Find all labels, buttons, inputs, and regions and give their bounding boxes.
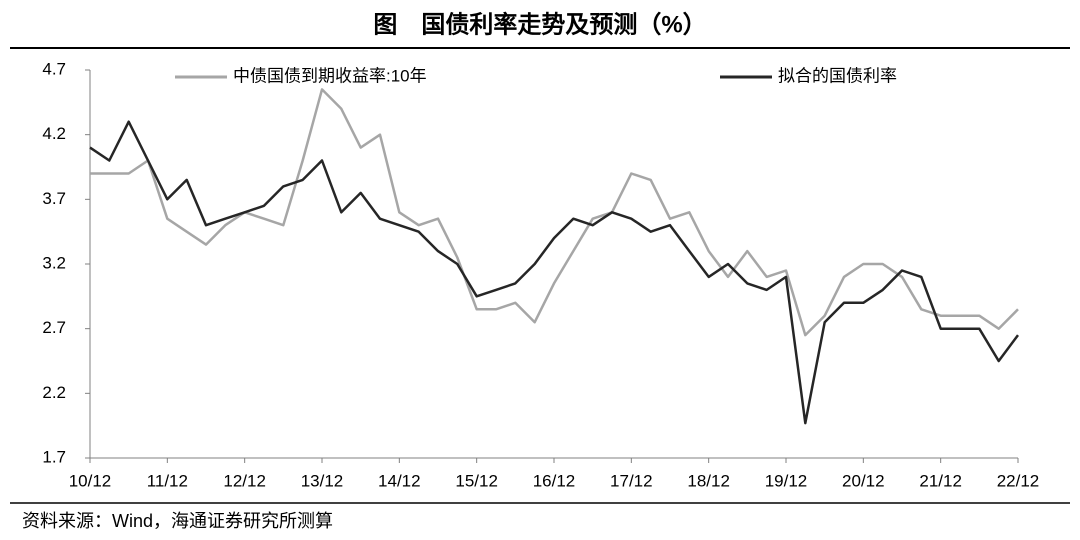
x-tick-label: 16/12 [533,471,576,490]
x-tick-label: 18/12 [687,471,730,490]
series-line [90,88,1019,337]
y-tick-label: 4.2 [42,124,66,143]
x-tick-label: 11/12 [147,471,188,490]
x-tick-label: 13/12 [301,471,344,490]
legend-label: 中债国债到期收益率:10年 [233,66,427,85]
y-tick-label: 2.7 [42,318,66,337]
x-tick-label: 22/12 [997,471,1040,490]
source-note: 资料来源：Wind，海通证券研究所测算 [22,511,333,531]
x-tick-label: 20/12 [842,471,885,490]
x-tick-label: 21/12 [919,471,962,490]
series-line [89,120,1020,425]
y-tick-label: 3.7 [42,189,66,208]
y-tick-label: 4.7 [42,59,66,78]
x-tick-label: 12/12 [223,471,266,490]
y-tick-label: 3.2 [42,253,66,272]
x-tick-label: 10/12 [69,471,112,490]
legend-label: 拟合的国债利率 [778,66,897,85]
y-tick-label: 1.7 [42,447,66,466]
chart-title: 图 国债利率走势及预测（%） [373,10,706,38]
x-tick-label: 17/12 [610,471,653,490]
x-tick-label: 15/12 [455,471,498,490]
y-tick-label: 2.2 [42,383,66,402]
x-tick-label: 19/12 [765,471,808,490]
x-tick-label: 14/12 [378,471,421,490]
